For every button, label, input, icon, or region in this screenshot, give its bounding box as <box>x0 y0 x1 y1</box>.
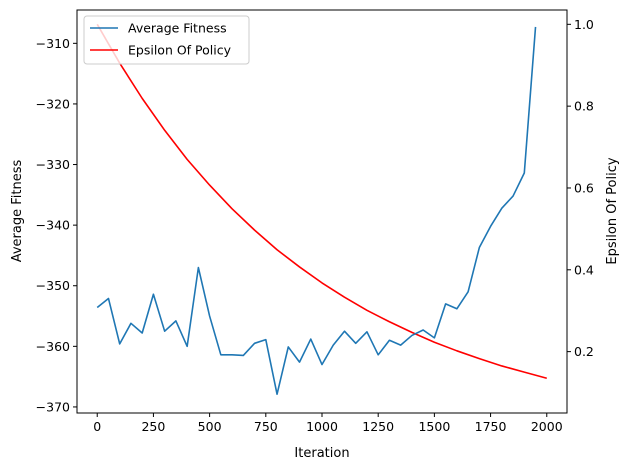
series-line-average-fitness <box>96 26 537 396</box>
y-left-tick-label: −370 <box>36 399 70 414</box>
y-right-tick-label: 0.2 <box>574 344 594 359</box>
x-tick-label: 500 <box>198 419 222 434</box>
x-tick-label: 2000 <box>531 419 563 434</box>
y-axis-right-label: Epsilon Of Policy <box>605 157 620 264</box>
legend-label-epsilon-of-policy: Epsilon Of Policy <box>128 43 232 58</box>
ticks-layer: 0 250 500 750 1000 1250 1500 1750 2000 −370 −360 −3… <box>36 17 594 434</box>
y-left-tick-label: −310 <box>36 36 70 51</box>
x-tick-label: 1000 <box>306 419 338 434</box>
legend-label-average-fitness: Average Fitness <box>128 21 227 36</box>
y-left-tick-label: −350 <box>36 278 70 293</box>
x-tick-label: 250 <box>141 419 165 434</box>
y-right-tick-label: 0.6 <box>574 180 594 195</box>
y-right-tick-label: 1.0 <box>574 17 594 32</box>
y-left-tick-label: −330 <box>36 157 70 172</box>
y-left-tick-label: −320 <box>36 96 70 111</box>
x-tick-label: 750 <box>254 419 278 434</box>
x-tick-label: 1250 <box>362 419 394 434</box>
series-layer <box>96 23 547 396</box>
legend: Average Fitness Epsilon Of Policy <box>83 15 250 65</box>
legend-box <box>83 15 250 65</box>
x-tick-label: 1750 <box>475 419 507 434</box>
series-line-epsilon-of-policy <box>96 23 547 379</box>
y-right-tick-label: 0.8 <box>574 99 594 114</box>
axes-layer <box>76 9 568 414</box>
x-tick-label: 0 <box>93 419 101 434</box>
y-right-tick-label: 0.4 <box>574 262 594 277</box>
plot-frame <box>76 9 568 414</box>
x-axis-label: Iteration <box>294 446 349 461</box>
y-axis-left-label: Average Fitness <box>10 160 25 263</box>
y-left-tick-label: −340 <box>36 218 70 233</box>
x-tick-label: 1500 <box>418 419 450 434</box>
y-left-tick-label: −360 <box>36 339 70 354</box>
